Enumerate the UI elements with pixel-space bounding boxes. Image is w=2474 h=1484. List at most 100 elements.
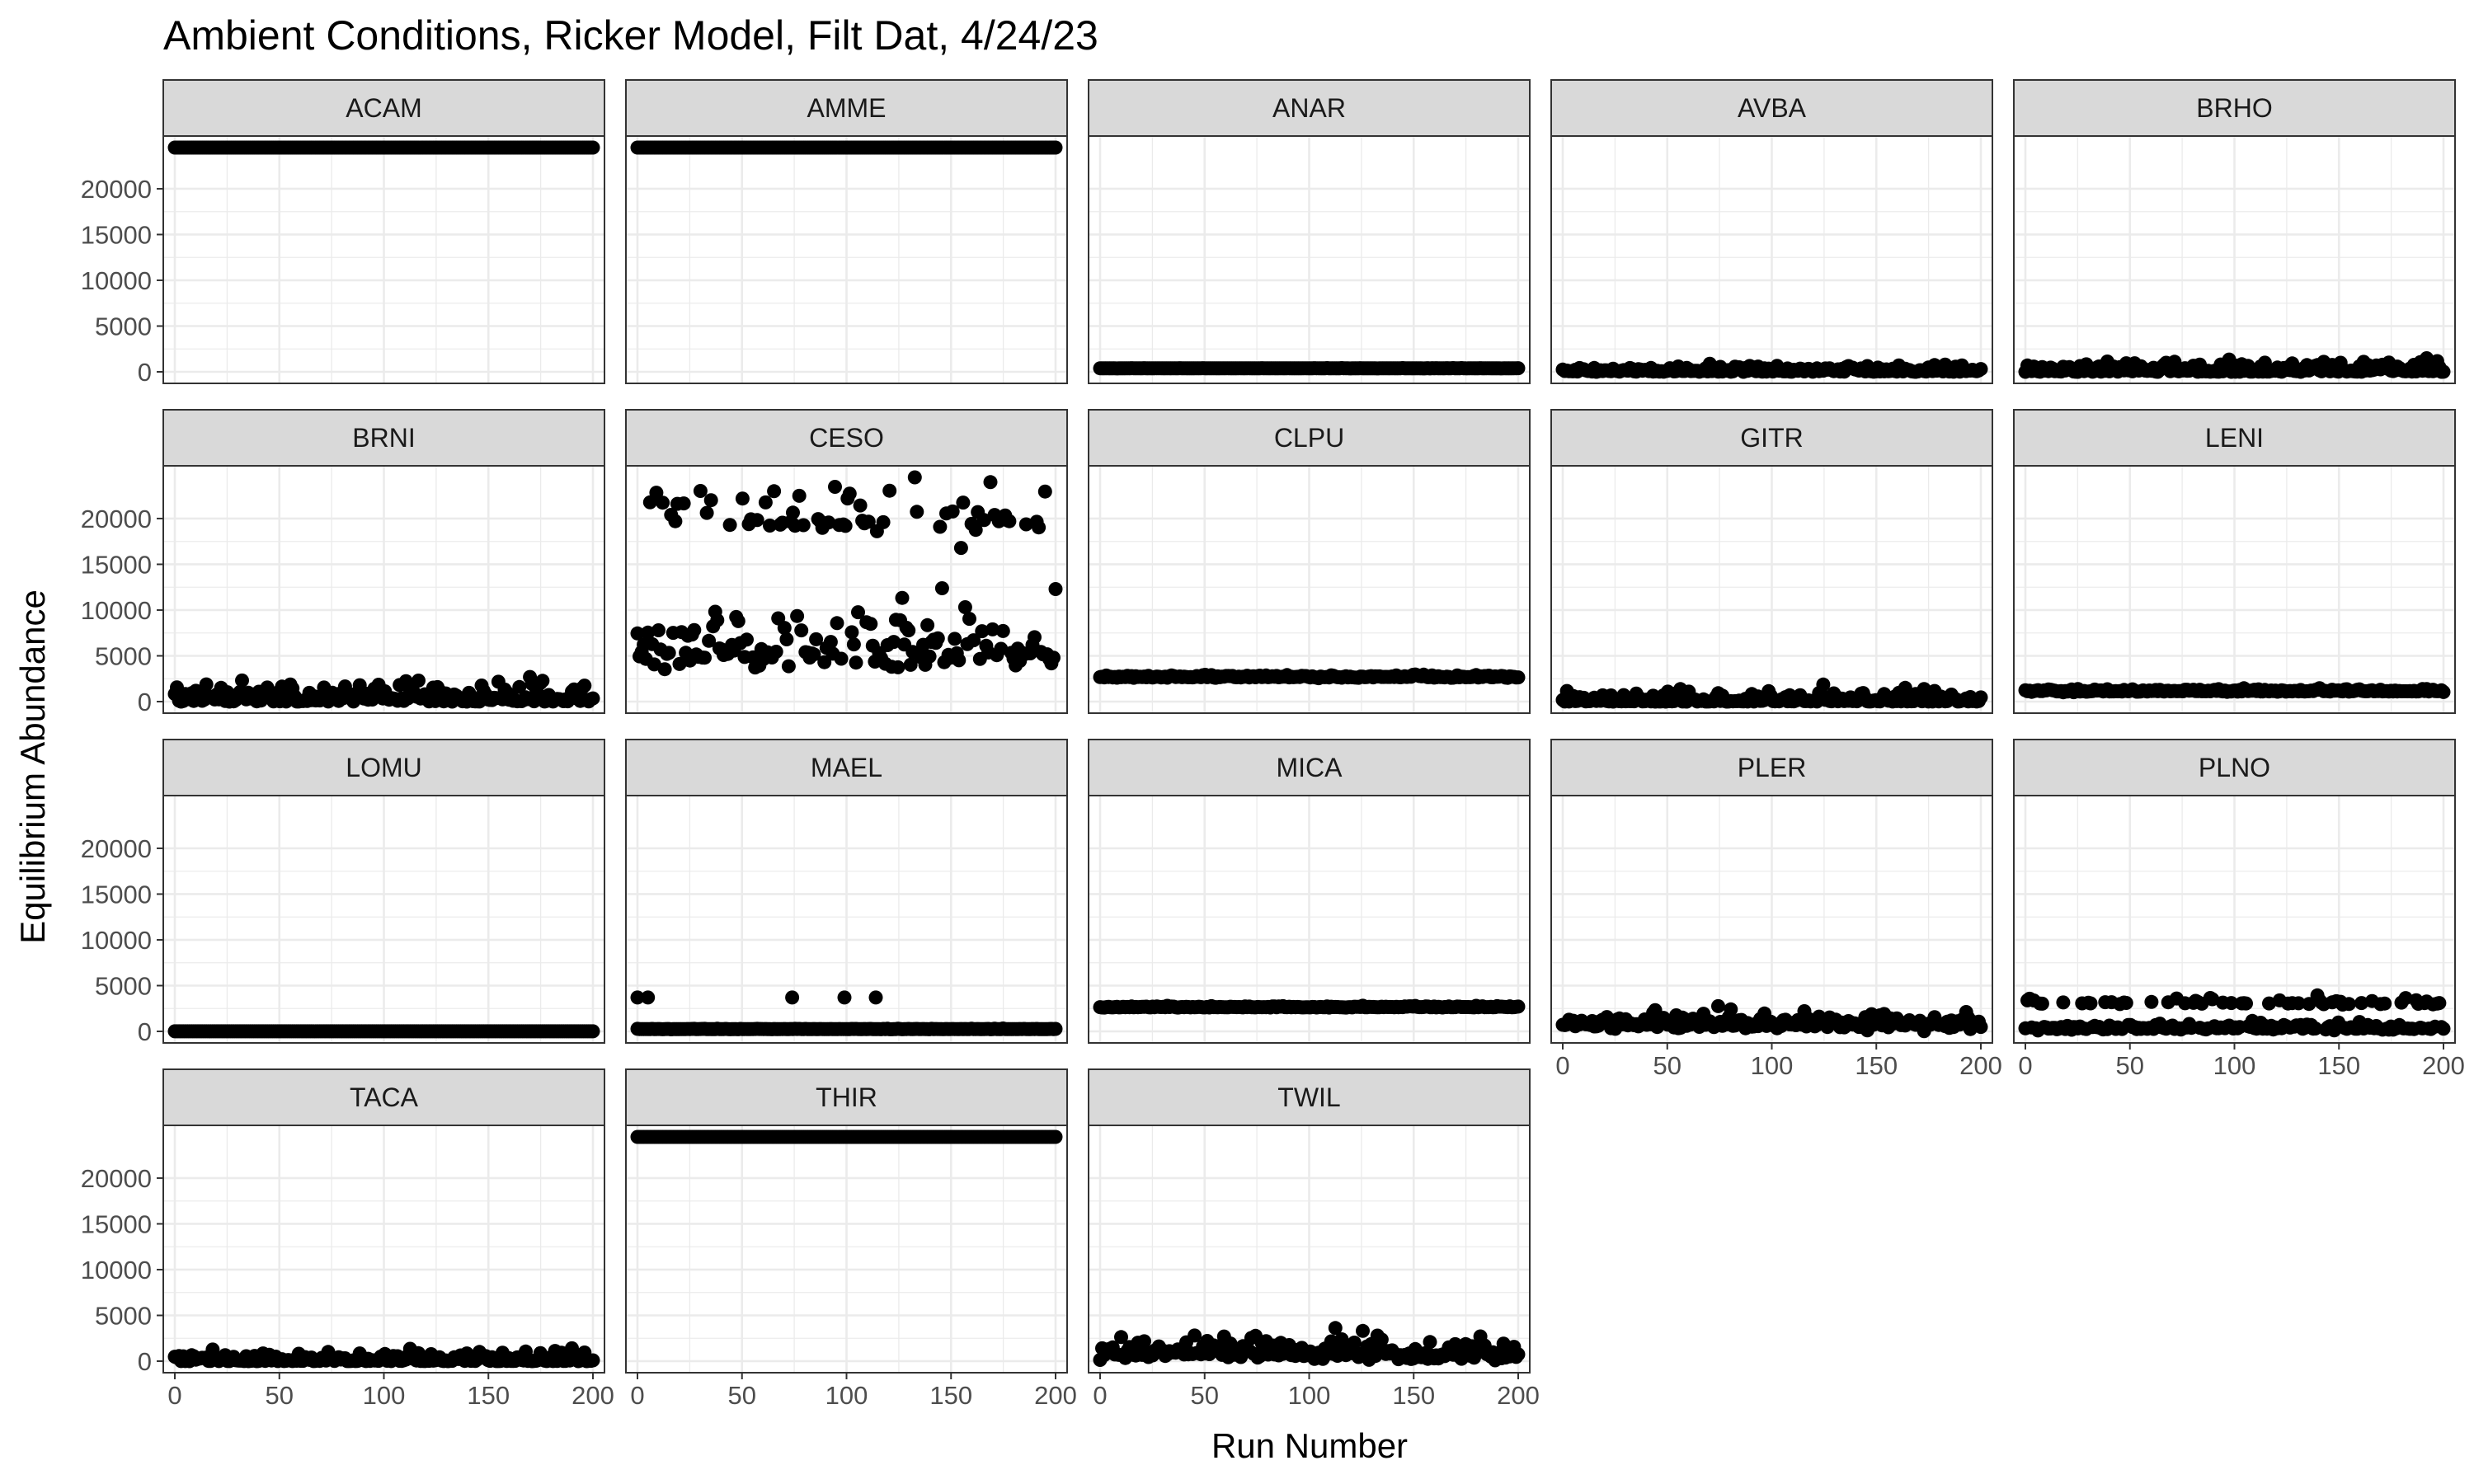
facet-strip <box>1550 739 1993 796</box>
data-point <box>1973 362 1988 377</box>
data-point <box>781 659 796 674</box>
data-point <box>577 679 592 693</box>
x-tick-label: 150 <box>2317 1051 2360 1080</box>
x-tick-label: 50 <box>266 1381 294 1410</box>
facet-strip-label: GITR <box>1740 423 1803 453</box>
y-tick-label: 10000 <box>81 1256 152 1284</box>
y-axis-title: Equilibrium Abundance <box>13 589 52 944</box>
facet-strip <box>162 79 605 137</box>
data-point <box>2354 996 2369 1011</box>
y-tick-label: 10000 <box>81 596 152 625</box>
data-point-outlier <box>837 990 852 1005</box>
panel-border <box>162 465 605 714</box>
data-point <box>2378 996 2392 1011</box>
panel-border <box>2013 135 2456 384</box>
data-point <box>1048 1129 1063 1144</box>
data-point <box>968 523 983 538</box>
data-point <box>849 655 863 670</box>
x-tick-label: 100 <box>363 1381 406 1410</box>
panel-border <box>625 795 1068 1044</box>
data-point <box>830 616 844 631</box>
data-point <box>901 623 916 638</box>
data-point <box>956 495 971 510</box>
facet-strip-label: AMME <box>807 93 887 123</box>
facet-panel-plno: PLNO 0 50 100 150 200 <box>2013 739 2465 1080</box>
data-points <box>2018 988 2451 1038</box>
data-points <box>630 470 1063 677</box>
data-points <box>1093 998 1526 1015</box>
facet-strip-label: BRHO <box>2196 93 2272 123</box>
facet-strip <box>1088 739 1531 796</box>
facet-panel-taca: TACA 0 5000 10000 15000 20000 0 50 100 150 200 <box>81 1068 614 1410</box>
panel-border <box>1550 135 1993 384</box>
panel-border <box>2013 465 2456 714</box>
gridlines <box>1551 136 1992 383</box>
data-point <box>952 653 967 668</box>
data-point <box>731 613 745 628</box>
data-points <box>167 140 600 155</box>
data-point <box>2262 996 2276 1011</box>
x-axis: 0 50 100 150 200 <box>167 1373 614 1410</box>
data-point <box>1018 517 1033 532</box>
x-tick-label: 0 <box>167 1381 181 1410</box>
facet-panel-avba: AVBA <box>1550 79 1993 384</box>
data-point <box>2239 996 2253 1011</box>
data-point <box>2341 997 2356 1012</box>
data-point <box>895 590 910 605</box>
data-point <box>983 475 998 490</box>
data-point <box>834 651 849 666</box>
panel-border <box>1088 465 1531 714</box>
y-tick-label: 5000 <box>95 1301 152 1330</box>
data-point <box>702 633 717 648</box>
x-tick-label: 50 <box>728 1381 756 1410</box>
data-point <box>838 519 853 533</box>
gridlines <box>1551 466 1992 713</box>
data-point <box>807 647 821 662</box>
facet-strip-label: PLNO <box>2199 753 2270 782</box>
x-tick-label: 200 <box>1959 1051 2002 1080</box>
data-point <box>809 632 824 646</box>
data-point <box>934 581 949 595</box>
data-point <box>1356 1323 1370 1338</box>
facet-strip-label: BRNI <box>352 423 415 453</box>
panel-border <box>162 795 605 1044</box>
y-axis: 0 5000 10000 15000 20000 <box>81 834 163 1046</box>
data-point <box>722 518 737 533</box>
facet-panel-pler: PLER 0 50 100 150 200 <box>1550 739 2002 1080</box>
y-tick-label: 0 <box>138 688 152 716</box>
data-point <box>2302 997 2316 1012</box>
x-tick-label: 150 <box>1392 1381 1435 1410</box>
facet-panel-clpu: CLPU <box>1088 409 1531 714</box>
data-points <box>167 1341 600 1369</box>
facet-panel-leni: LENI <box>2013 409 2456 714</box>
data-point <box>882 483 897 498</box>
facet-strip <box>1088 79 1531 137</box>
data-point <box>535 674 550 688</box>
data-point <box>933 519 948 534</box>
facet-strip <box>625 739 1068 796</box>
panel-border <box>162 135 605 384</box>
facet-panel-thir: THIR 0 50 100 150 200 <box>625 1068 1077 1410</box>
data-point <box>786 505 800 520</box>
data-point <box>693 484 708 498</box>
data-point <box>823 635 838 650</box>
facet-strip <box>162 739 605 796</box>
data-point <box>2224 996 2239 1011</box>
data-point <box>1511 361 1526 376</box>
y-tick-label: 0 <box>138 358 152 387</box>
data-point <box>512 679 527 694</box>
data-point <box>586 140 600 155</box>
data-point <box>861 514 876 529</box>
data-point <box>651 623 666 637</box>
data-point <box>790 608 805 623</box>
facet-strip-label: LENI <box>2205 423 2264 453</box>
data-point <box>767 484 782 499</box>
data-points <box>167 669 600 709</box>
facet-strip-label: TACA <box>350 1082 419 1112</box>
data-point <box>1188 1328 1202 1343</box>
data-point <box>1511 1347 1526 1362</box>
data-point <box>792 488 807 503</box>
y-tick-label: 5000 <box>95 312 152 340</box>
x-tick-label: 0 <box>1555 1051 1569 1080</box>
